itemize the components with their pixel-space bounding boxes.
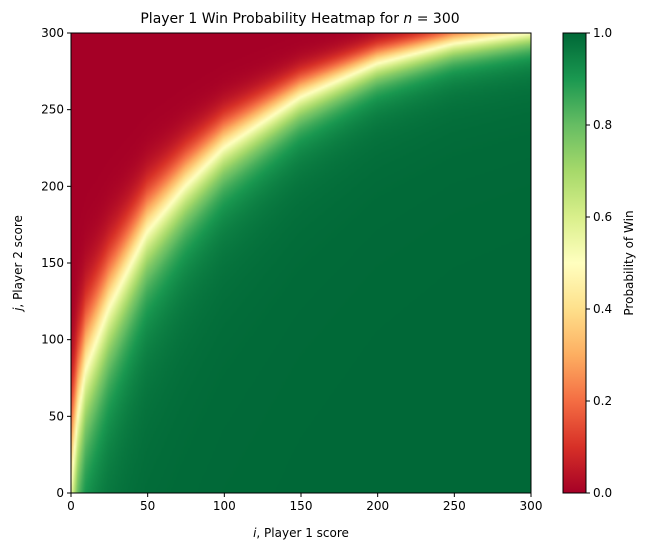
x-axis-label: i, Player 1 score [253, 526, 349, 540]
colorbar [562, 32, 587, 494]
heatmap-image [71, 33, 531, 493]
colorbar-tick-label: 0.4 [593, 302, 612, 316]
colorbar-label: Probability of Win [622, 210, 636, 315]
chart-title: Player 1 Win Probability Heatmap for n =… [140, 11, 459, 27]
colorbar-tick-label: 0.6 [593, 210, 612, 224]
x-tick-label: 200 [366, 499, 389, 513]
colorbar-tick-label: 0.0 [593, 486, 612, 500]
y-tick-label: 0 [56, 486, 64, 500]
x-axis-ticks: 0 50 100 150 200 250 300 [67, 493, 542, 513]
x-tick-label: 300 [520, 499, 543, 513]
y-tick-label: 300 [41, 26, 64, 40]
x-tick-label: 150 [290, 499, 313, 513]
y-axis-label: j, Player 2 score [11, 215, 25, 313]
y-tick-label: 150 [41, 256, 64, 270]
x-tick-label: 250 [443, 499, 466, 513]
y-axis-ticks: 0 50 100 150 200 250 300 [41, 26, 71, 500]
colorbar-tick-label: 1.0 [593, 26, 612, 40]
y-tick-label: 50 [49, 409, 64, 423]
x-tick-label: 0 [67, 499, 75, 513]
y-tick-label: 200 [41, 179, 64, 193]
colorbar-tick-label: 0.8 [593, 118, 612, 132]
y-tick-label: 250 [41, 103, 64, 117]
colorbar-tick-label: 0.2 [593, 394, 612, 408]
colorbar-ticks: 0.0 0.2 0.4 0.6 0.8 1.0 [586, 26, 612, 500]
x-tick-label: 50 [140, 499, 155, 513]
y-tick-label: 100 [41, 333, 64, 347]
x-tick-label: 100 [213, 499, 236, 513]
